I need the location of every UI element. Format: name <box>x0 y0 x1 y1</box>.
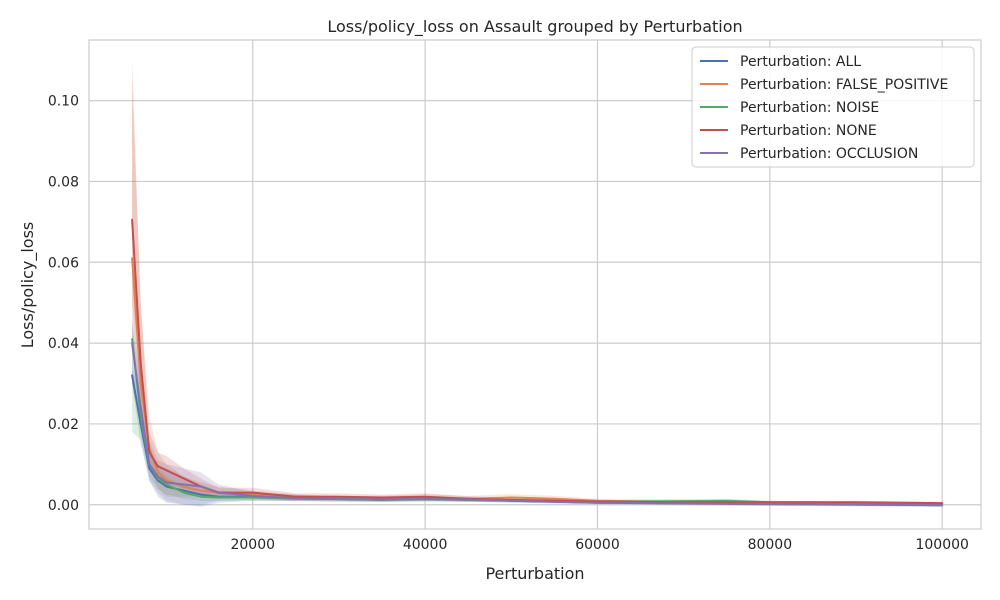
plot-frame <box>88 39 982 530</box>
legend: Perturbation: ALL Perturbation: FALSE_POS… <box>691 46 975 168</box>
y-tick-label: 0.04 <box>48 336 79 352</box>
y-tick-label: 0.10 <box>48 94 79 110</box>
x-tick-label: 40000 <box>403 537 448 553</box>
legend-box <box>691 46 975 168</box>
y-tick-label: 0.06 <box>48 255 79 271</box>
legend-label-perturbation-noise: Perturbation: NOISE <box>740 100 879 116</box>
x-tick-label: 20000 <box>230 537 275 553</box>
legend-label-perturbation-all: Perturbation: ALL <box>740 54 861 70</box>
chart-title: Loss/policy_loss on Assault grouped by P… <box>327 17 742 37</box>
y-tick-label: 0.00 <box>48 498 79 514</box>
x-tick-label: 80000 <box>748 537 793 553</box>
x-axis-label: Perturbation <box>485 564 584 583</box>
series-line-perturbation-none <box>131 218 944 505</box>
band-perturbation-occlusion <box>132 318 943 507</box>
legend-label-perturbation-none: Perturbation: NONE <box>740 123 877 139</box>
y-tick-label: 0.08 <box>48 174 79 190</box>
legend-label-perturbation-false-positive: Perturbation: FALSE_POSITIVE <box>740 77 948 93</box>
series-line-perturbation-occlusion <box>131 342 944 507</box>
series-lines <box>131 218 944 507</box>
x-tick-label: 60000 <box>575 537 620 553</box>
x-tick-label: 100000 <box>915 537 968 553</box>
x-tick-labels: 20000 40000 60000 80000 100000 <box>230 537 968 553</box>
y-axis-label: Loss/policy_loss <box>18 222 38 349</box>
y-tick-label: 0.02 <box>48 417 79 433</box>
legend-label-perturbation-occlusion: Perturbation: OCCLUSION <box>740 146 918 162</box>
y-tick-labels: 0.00 0.02 0.04 0.06 0.08 0.10 <box>48 94 79 514</box>
